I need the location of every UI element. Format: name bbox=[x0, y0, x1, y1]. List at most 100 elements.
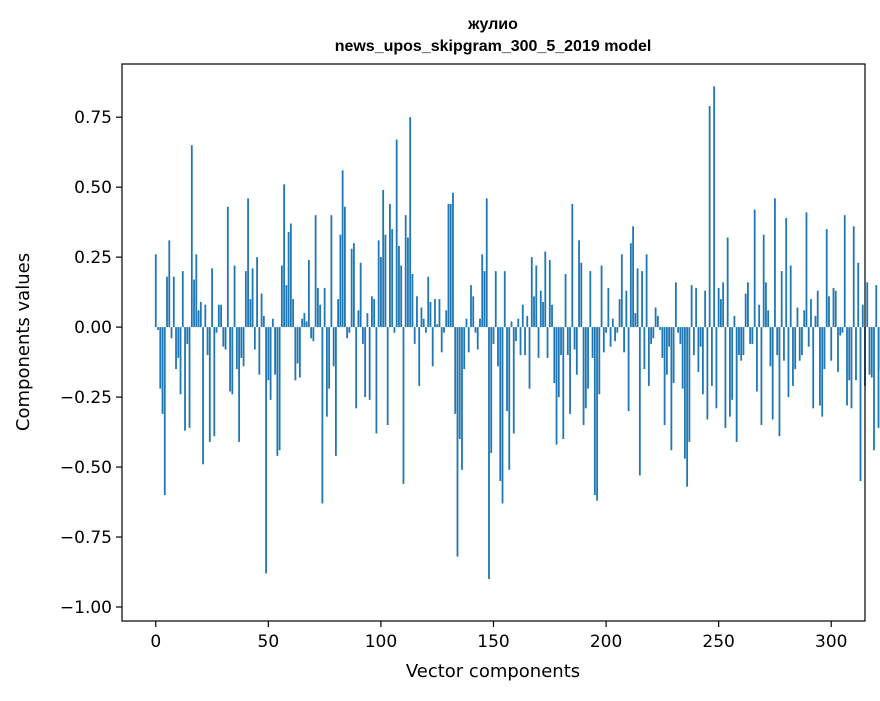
bar-132 bbox=[452, 193, 454, 327]
bar-44 bbox=[254, 327, 256, 349]
bar-108 bbox=[398, 246, 400, 327]
y-tick-label: 0.25 bbox=[74, 248, 112, 268]
bar-4 bbox=[164, 327, 166, 495]
bar-251 bbox=[720, 299, 722, 327]
bar-199 bbox=[603, 327, 605, 352]
bar-28 bbox=[218, 305, 220, 327]
bar-57 bbox=[283, 184, 285, 327]
bar-246 bbox=[709, 106, 711, 327]
bar-166 bbox=[529, 327, 531, 389]
bar-177 bbox=[553, 327, 555, 383]
bar-235 bbox=[684, 327, 686, 459]
bar-18 bbox=[195, 254, 197, 327]
bar-316 bbox=[866, 282, 868, 327]
bar-267 bbox=[756, 327, 758, 391]
bar-213 bbox=[634, 313, 636, 327]
bar-74 bbox=[321, 327, 323, 503]
bar-221 bbox=[652, 327, 654, 338]
bar-301 bbox=[833, 288, 835, 327]
bar-258 bbox=[736, 327, 738, 442]
bar-283 bbox=[792, 327, 794, 386]
bar-241 bbox=[697, 327, 699, 372]
bar-157 bbox=[508, 327, 510, 470]
bar-296 bbox=[821, 327, 823, 417]
bar-169 bbox=[535, 266, 537, 328]
bar-136 bbox=[461, 327, 463, 470]
bar-264 bbox=[749, 327, 751, 344]
bar-307 bbox=[846, 327, 848, 405]
bar-7 bbox=[171, 327, 173, 338]
bar-210 bbox=[628, 327, 630, 411]
bar-2 bbox=[159, 327, 161, 389]
bar-1 bbox=[157, 327, 159, 330]
bar-302 bbox=[835, 291, 837, 327]
bar-167 bbox=[531, 257, 533, 327]
bar-276 bbox=[776, 327, 778, 355]
y-tick-label: 0.00 bbox=[74, 318, 112, 338]
x-tick-label: 250 bbox=[702, 632, 734, 652]
bar-305 bbox=[842, 327, 844, 333]
bar-257 bbox=[734, 316, 736, 327]
bar-52 bbox=[272, 319, 274, 327]
bar-137 bbox=[463, 327, 465, 369]
bar-225 bbox=[661, 327, 663, 358]
bar-192 bbox=[587, 327, 589, 389]
bar-27 bbox=[216, 327, 218, 333]
bar-295 bbox=[819, 327, 821, 405]
bar-319 bbox=[873, 327, 875, 450]
bar-19 bbox=[198, 310, 200, 327]
y-axis: −1.00−0.75−0.50−0.250.000.250.500.75 bbox=[60, 108, 122, 618]
bar-64 bbox=[299, 327, 301, 377]
bar-189 bbox=[580, 263, 582, 327]
bar-94 bbox=[367, 313, 369, 327]
bar-278 bbox=[781, 271, 783, 327]
bar-171 bbox=[540, 291, 542, 327]
bar-6 bbox=[168, 240, 170, 327]
bar-227 bbox=[666, 327, 668, 375]
bar-30 bbox=[222, 327, 224, 347]
bar-208 bbox=[623, 327, 625, 352]
bar-226 bbox=[664, 327, 666, 425]
bar-180 bbox=[560, 327, 562, 355]
bar-54 bbox=[276, 327, 278, 456]
bar-194 bbox=[592, 327, 594, 358]
bar-281 bbox=[788, 327, 790, 397]
bar-239 bbox=[693, 327, 695, 355]
bar-126 bbox=[439, 299, 441, 327]
bar-320 bbox=[875, 285, 877, 327]
bar-36 bbox=[236, 327, 238, 369]
bar-5 bbox=[166, 277, 168, 327]
bar-109 bbox=[400, 266, 402, 328]
bar-69 bbox=[310, 327, 312, 338]
x-tick-label: 200 bbox=[590, 632, 622, 652]
bar-42 bbox=[249, 299, 251, 327]
bar-10 bbox=[177, 327, 179, 358]
bar-117 bbox=[418, 327, 420, 386]
bars-group bbox=[155, 86, 880, 579]
bar-135 bbox=[459, 327, 461, 439]
bar-272 bbox=[767, 310, 769, 327]
bar-114 bbox=[412, 274, 414, 327]
bar-254 bbox=[727, 238, 729, 328]
x-tick-label: 100 bbox=[365, 632, 397, 652]
bar-99 bbox=[378, 240, 380, 327]
bar-145 bbox=[481, 254, 483, 327]
bar-45 bbox=[256, 257, 258, 327]
bar-105 bbox=[391, 229, 393, 327]
bar-101 bbox=[382, 190, 384, 327]
bar-149 bbox=[490, 327, 492, 453]
y-tick-label: −0.75 bbox=[60, 528, 112, 548]
bar-261 bbox=[743, 327, 745, 355]
bar-129 bbox=[445, 310, 447, 327]
bar-41 bbox=[247, 198, 249, 327]
bar-317 bbox=[869, 327, 871, 375]
bar-156 bbox=[506, 327, 508, 411]
bar-92 bbox=[362, 327, 364, 344]
bar-133 bbox=[454, 327, 456, 414]
bar-78 bbox=[330, 215, 332, 327]
bar-51 bbox=[270, 327, 272, 400]
bar-111 bbox=[405, 215, 407, 327]
bar-3 bbox=[162, 327, 164, 414]
